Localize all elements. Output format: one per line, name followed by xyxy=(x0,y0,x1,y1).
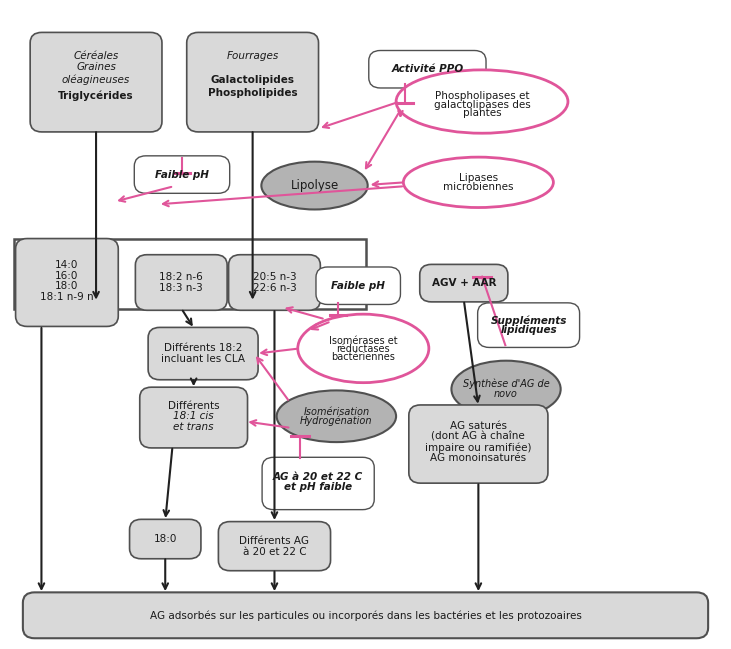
Text: Activité PPO: Activité PPO xyxy=(391,64,463,74)
Text: Suppléments: Suppléments xyxy=(491,315,567,326)
Text: Phospholipides: Phospholipides xyxy=(208,88,298,98)
Text: Céréales: Céréales xyxy=(73,51,118,60)
FancyBboxPatch shape xyxy=(409,405,548,483)
FancyBboxPatch shape xyxy=(229,254,320,310)
FancyBboxPatch shape xyxy=(148,327,258,380)
Text: plantes: plantes xyxy=(463,108,501,118)
Ellipse shape xyxy=(404,157,553,208)
Text: et trans: et trans xyxy=(173,422,214,432)
Text: Synthèse d'AG de: Synthèse d'AG de xyxy=(463,379,550,389)
Text: Différents 18:2: Différents 18:2 xyxy=(164,343,242,354)
Text: Faible pH: Faible pH xyxy=(331,281,385,291)
FancyBboxPatch shape xyxy=(420,264,508,302)
Text: (dont AG à chaîne: (dont AG à chaîne xyxy=(431,432,526,442)
Ellipse shape xyxy=(396,70,568,133)
FancyBboxPatch shape xyxy=(219,522,330,570)
Ellipse shape xyxy=(298,314,429,383)
FancyBboxPatch shape xyxy=(140,387,248,448)
Text: Triglycérides: Triglycérides xyxy=(58,90,134,101)
FancyBboxPatch shape xyxy=(368,51,486,88)
Text: 16:0: 16:0 xyxy=(56,271,79,281)
FancyBboxPatch shape xyxy=(262,458,374,509)
Text: 18:1 n-9 n: 18:1 n-9 n xyxy=(40,292,94,302)
Text: AG à 20 et 22 C: AG à 20 et 22 C xyxy=(273,472,363,482)
Ellipse shape xyxy=(276,391,396,442)
Text: 18:3 n-3: 18:3 n-3 xyxy=(159,284,203,293)
Bar xyxy=(15,239,366,309)
Text: AG monoinsaturés: AG monoinsaturés xyxy=(431,453,526,463)
Text: microbiennes: microbiennes xyxy=(443,182,514,192)
Text: AG adsorbés sur les particules ou incorporés dans les bactéries et les protozoai: AG adsorbés sur les particules ou incorp… xyxy=(150,610,581,620)
Text: novo: novo xyxy=(494,389,518,399)
FancyBboxPatch shape xyxy=(23,593,708,638)
Text: galactolipases des: galactolipases des xyxy=(433,100,531,110)
Text: Isomérisation: Isomérisation xyxy=(303,407,369,417)
Text: à 20 et 22 C: à 20 et 22 C xyxy=(243,547,306,557)
Text: Hydrogénation: Hydrogénation xyxy=(300,415,373,426)
Ellipse shape xyxy=(452,361,561,417)
Text: 18:2 n-6: 18:2 n-6 xyxy=(159,273,203,282)
Text: 18:0: 18:0 xyxy=(154,534,177,544)
Text: Fourrages: Fourrages xyxy=(227,51,279,60)
FancyBboxPatch shape xyxy=(186,32,319,132)
FancyBboxPatch shape xyxy=(135,156,230,193)
FancyBboxPatch shape xyxy=(316,267,401,304)
Text: Lipolyse: Lipolyse xyxy=(290,179,338,192)
Text: et pH faible: et pH faible xyxy=(284,482,352,493)
Text: 18:1 cis: 18:1 cis xyxy=(173,411,214,421)
Text: impaire ou ramifiée): impaire ou ramifiée) xyxy=(425,442,531,452)
Text: 18:0: 18:0 xyxy=(56,282,79,291)
FancyBboxPatch shape xyxy=(15,239,118,326)
Text: bactériennes: bactériennes xyxy=(331,352,395,362)
Text: oléagineuses: oléagineuses xyxy=(62,75,130,85)
Text: AGV + AAR: AGV + AAR xyxy=(431,278,496,288)
Text: Isomérases et: Isomérases et xyxy=(329,336,398,346)
Text: Différents AG: Différents AG xyxy=(240,536,309,546)
Text: AG saturés: AG saturés xyxy=(450,421,507,431)
Text: Différents: Différents xyxy=(168,401,219,411)
Text: Lipases: Lipases xyxy=(459,173,498,184)
Text: lipidiques: lipidiques xyxy=(500,325,557,336)
Text: 22:6 n-3: 22:6 n-3 xyxy=(253,284,296,293)
Text: Graines: Graines xyxy=(76,62,116,72)
Text: 20:5 n-3: 20:5 n-3 xyxy=(253,273,296,282)
Text: Phospholipases et: Phospholipases et xyxy=(435,92,529,101)
FancyBboxPatch shape xyxy=(30,32,162,132)
FancyBboxPatch shape xyxy=(129,519,201,559)
FancyBboxPatch shape xyxy=(477,303,580,347)
Text: réductases: réductases xyxy=(336,344,390,354)
Text: Galactolipides: Galactolipides xyxy=(211,75,295,85)
Ellipse shape xyxy=(262,162,368,210)
Text: 14:0: 14:0 xyxy=(56,260,79,270)
Text: incluant les CLA: incluant les CLA xyxy=(161,354,245,363)
FancyBboxPatch shape xyxy=(135,254,227,310)
Text: Faible pH: Faible pH xyxy=(155,169,209,180)
